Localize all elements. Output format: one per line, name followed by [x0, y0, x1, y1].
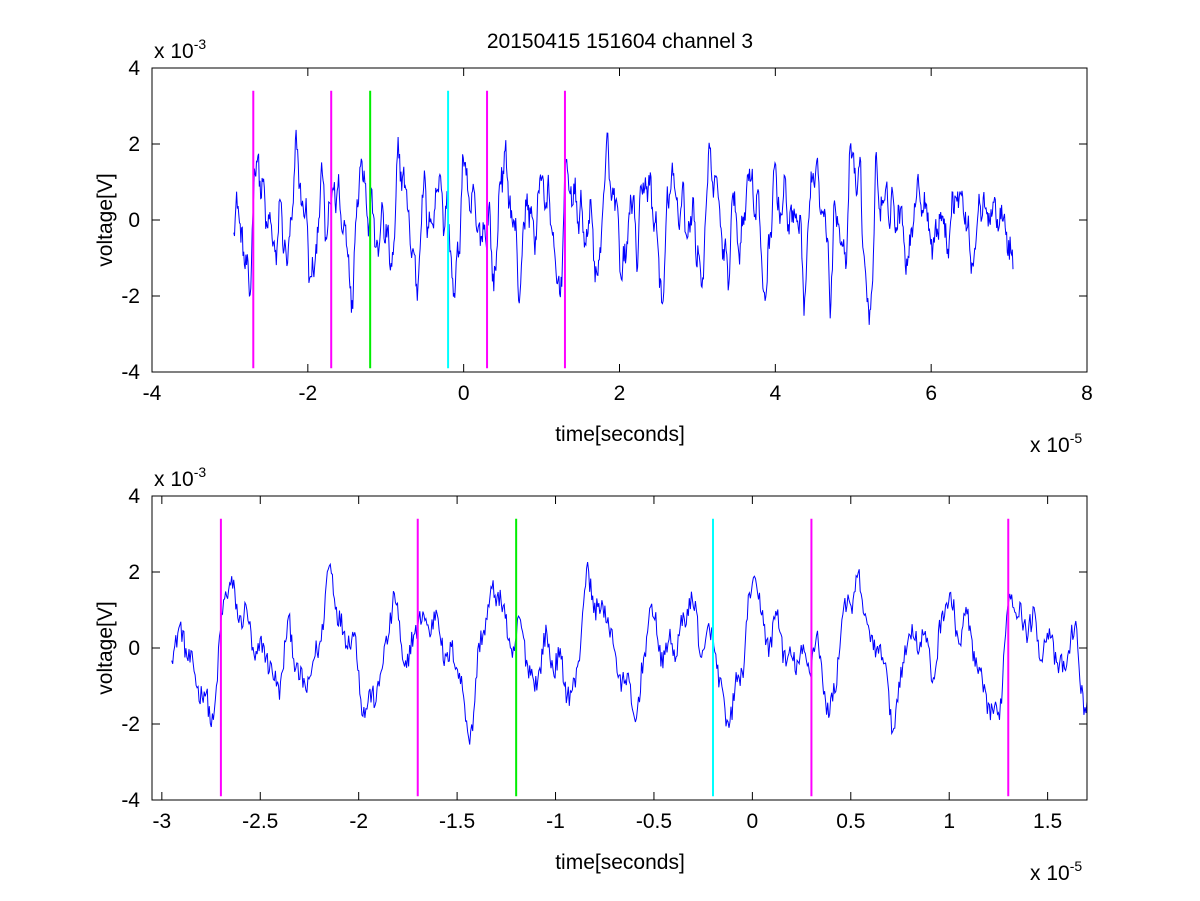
bottom-y-exponent-power: -3: [194, 464, 207, 480]
bottom-signal-layer: [171, 562, 1088, 745]
top-x-tick-label-3: 2: [614, 382, 626, 405]
bottom-x-tick-label-3: -1.5: [439, 810, 475, 833]
bottom-y-tick-label-4: 4: [128, 485, 140, 508]
bottom-x-tick-label-2: -2: [349, 810, 368, 833]
top-y-tick-label-4: 4: [128, 57, 140, 80]
bottom-y-tick-label-3: 2: [128, 561, 140, 584]
bottom-y-axis-label: voltage[V]: [94, 601, 117, 694]
bottom-x-exponent: x 10-5: [1030, 858, 1082, 885]
top-x-tick-label-6: 8: [1081, 382, 1093, 405]
top-y-exponent-base: x 10: [154, 40, 194, 63]
bottom-x-tick-label-1: -2.5: [242, 810, 278, 833]
top-x-exponent-power: -5: [1070, 430, 1083, 446]
top-y-tick-label-1: -2: [121, 285, 140, 308]
bottom-marker-layer: [219, 518, 1010, 797]
top-x-exponent-base: x 10: [1030, 434, 1070, 457]
bottom-plot: -3 -2.5 -2 -1.5 -1 -0.5 0 0.5 1 1.5 -4 -2 0 2 4 time[s…: [94, 464, 1088, 885]
bottom-x-tick-label-0: -3: [152, 810, 171, 833]
top-marker-layer: [252, 90, 566, 369]
bottom-x-tick-label-7: 0.5: [836, 810, 865, 833]
top-y-tick-label-2: 0: [128, 209, 140, 232]
top-x-tick-label-0: -4: [143, 382, 162, 405]
top-tick-layer: -4 -2 0 2 4 6 8 -4 -2 0 2 4: [121, 57, 1093, 405]
top-y-axis-label: voltage[V]: [94, 173, 117, 266]
bottom-y-tick-label-0: -4: [121, 789, 140, 812]
top-x-exponent: x 10-5: [1030, 430, 1082, 457]
figure-title: 20150415 151604 channel 3: [487, 30, 753, 53]
top-x-tick-label-5: 6: [925, 382, 937, 405]
bottom-signal-trace: [171, 562, 1088, 745]
bottom-y-tick-label-1: -2: [121, 713, 140, 736]
top-y-exponent: x 10-3: [154, 36, 206, 63]
top-signal-trace: [233, 129, 1014, 325]
top-y-tick-label-3: 2: [128, 133, 140, 156]
top-y-exponent-power: -3: [194, 36, 207, 52]
top-x-tick-label-2: 0: [458, 382, 470, 405]
bottom-x-tick-label-4: -1: [546, 810, 565, 833]
bottom-x-tick-label-9: 1.5: [1033, 810, 1062, 833]
bottom-x-axis-label: time[seconds]: [555, 851, 685, 874]
bottom-x-tick-label-8: 1: [943, 810, 955, 833]
bottom-y-exponent: x 10-3: [154, 464, 206, 491]
bottom-y-tick-label-2: 0: [128, 637, 140, 660]
top-x-axis-label: time[seconds]: [555, 423, 685, 446]
bottom-x-tick-label-6: 0: [747, 810, 759, 833]
bottom-x-exponent-power: -5: [1070, 858, 1083, 874]
bottom-x-tick-label-5: -0.5: [636, 810, 672, 833]
top-plot: -4 -2 0 2 4 6 8 -4 -2 0 2 4 time[seconds] voltage[V…: [94, 36, 1093, 457]
bottom-tick-layer: -3 -2.5 -2 -1.5 -1 -0.5 0 0.5 1 1.5 -4 -2 0 2 4: [121, 485, 1087, 833]
bottom-x-exponent-base: x 10: [1030, 862, 1070, 885]
top-y-tick-label-0: -4: [121, 361, 140, 384]
top-x-tick-label-1: -2: [298, 382, 317, 405]
top-signal-layer: [233, 129, 1014, 325]
top-x-tick-label-4: 4: [769, 382, 781, 405]
bottom-y-exponent-base: x 10: [154, 468, 194, 491]
